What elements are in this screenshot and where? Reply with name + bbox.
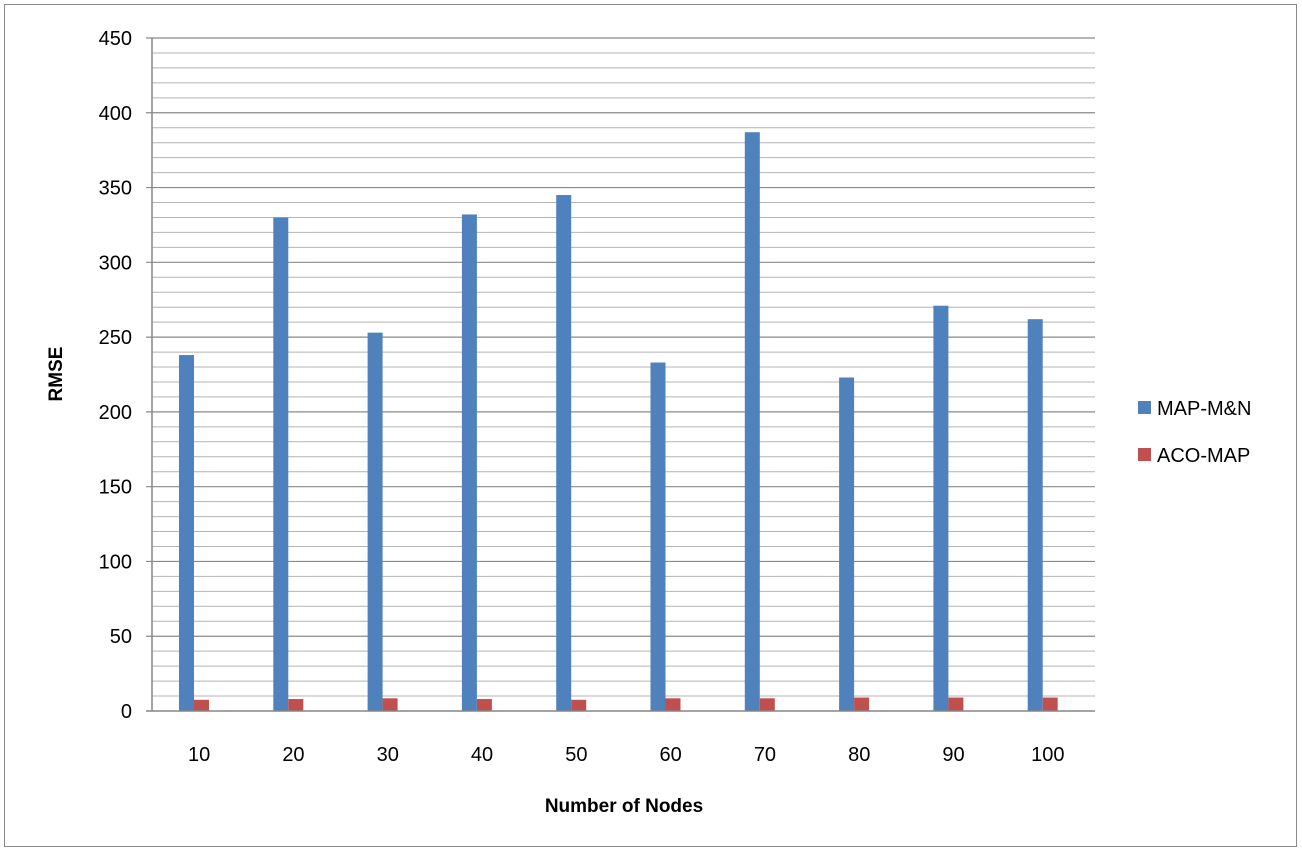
legend-label-map-mn: MAP-M&N <box>1157 398 1251 420</box>
y-tick-labels: 0 50 100 150 200 250 300 350 400 450 <box>99 28 132 723</box>
y-axis-title: RMSE <box>46 347 67 402</box>
bar-ACO-MAP-40 <box>476 699 492 711</box>
bar-MAP-M&N-90 <box>933 305 949 711</box>
x-tick-label-60: 60 <box>660 744 682 766</box>
y-tick-label-150: 150 <box>99 477 132 499</box>
y-tick-label-50: 50 <box>110 626 132 648</box>
bar-MAP-M&N-10 <box>179 355 194 711</box>
legend-swatch-aco-map <box>1138 448 1151 461</box>
bar-ACO-MAP-100 <box>1042 697 1058 711</box>
y-tick-label-350: 350 <box>99 178 132 200</box>
bar-MAP-M&N-60 <box>650 362 666 711</box>
axes <box>146 38 1095 712</box>
bar-MAP-M&N-70 <box>744 132 760 712</box>
y-tick-label-400: 400 <box>99 103 132 125</box>
x-tick-label-70: 70 <box>754 744 776 766</box>
bar-ACO-MAP-10 <box>194 699 209 711</box>
gridlines <box>146 37 1095 697</box>
y-tick-label-250: 250 <box>99 327 132 349</box>
x-tick-label-10: 10 <box>188 744 210 766</box>
bar-ACO-MAP-30 <box>382 698 398 711</box>
bars <box>179 132 1058 712</box>
bar-ACO-MAP-80 <box>854 697 870 711</box>
bar-ACO-MAP-50 <box>571 699 587 711</box>
x-axis-title: Number of Nodes <box>545 796 703 817</box>
bar-MAP-M&N-40 <box>461 214 477 711</box>
legend-label-aco-map: ACO-MAP <box>1157 445 1250 467</box>
y-tick-label-450: 450 <box>99 28 132 50</box>
y-tick-label-0: 0 <box>121 701 132 723</box>
legend-swatch-map-mn <box>1138 401 1151 414</box>
bar-ACO-MAP-90 <box>948 697 964 711</box>
y-tick-label-300: 300 <box>99 252 132 274</box>
bar-MAP-M&N-20 <box>273 217 289 711</box>
x-tick-labels: 10 20 30 40 50 60 70 80 90 100 <box>188 744 1065 766</box>
bar-ACO-MAP-70 <box>759 698 775 711</box>
x-tick-label-20: 20 <box>282 744 304 766</box>
x-tick-label-50: 50 <box>565 744 587 766</box>
bar-ACO-MAP-20 <box>288 699 304 711</box>
legend: MAP-M&N ACO-MAP <box>1138 398 1251 467</box>
x-tick-label-100: 100 <box>1031 744 1064 766</box>
y-tick-label-200: 200 <box>99 402 132 424</box>
y-tick-label-100: 100 <box>99 551 132 573</box>
bar-MAP-M&N-50 <box>556 195 572 712</box>
legend-item-map-mn: MAP-M&N <box>1138 398 1251 420</box>
x-tick-label-80: 80 <box>848 744 870 766</box>
bar-MAP-M&N-30 <box>367 332 383 711</box>
legend-item-aco-map: ACO-MAP <box>1138 445 1250 467</box>
x-tick-label-90: 90 <box>942 744 964 766</box>
bar-ACO-MAP-60 <box>665 698 681 711</box>
bar-MAP-M&N-100 <box>1027 319 1043 711</box>
series-ACO-MAP <box>194 697 1058 711</box>
x-tick-label-30: 30 <box>377 744 399 766</box>
x-tick-label-40: 40 <box>471 744 493 766</box>
series-MAP-M&N <box>179 132 1043 712</box>
bar-MAP-M&N-80 <box>839 377 855 711</box>
